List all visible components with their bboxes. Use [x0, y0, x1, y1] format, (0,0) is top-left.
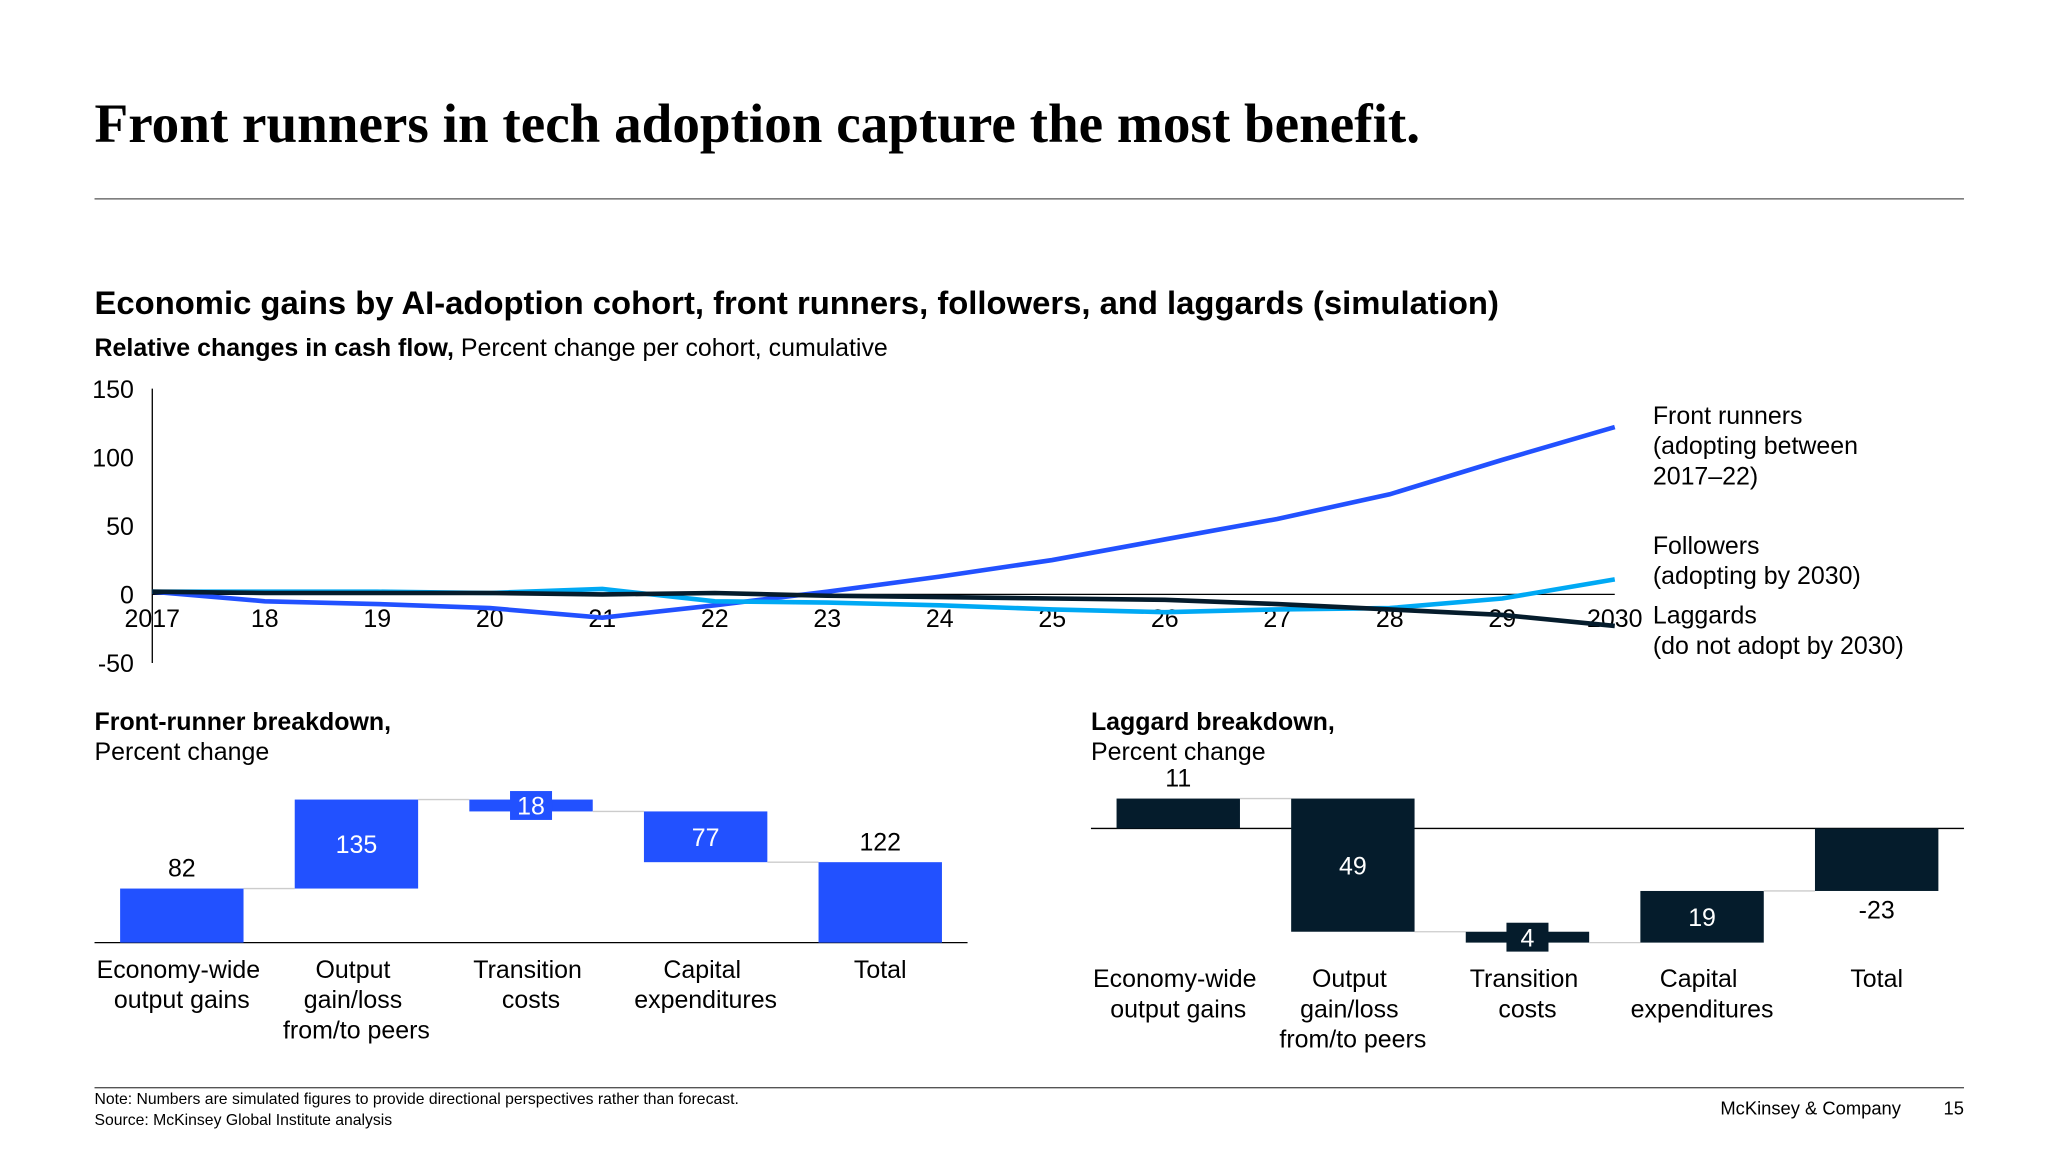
- footnote: Note: Numbers are simulated figures to p…: [95, 1091, 739, 1108]
- series-line: [152, 424, 1616, 620]
- category-label: Total: [1850, 965, 1903, 993]
- unit: Percent change per cohort, cumulative: [461, 334, 888, 362]
- bar: [1291, 798, 1415, 932]
- bar: [1814, 828, 1939, 891]
- value-label: 19: [1688, 904, 1716, 932]
- page-number: 15: [1944, 1098, 1964, 1119]
- source: Source: McKinsey Global Institute analys…: [95, 1112, 393, 1129]
- category-label: Output gain/loss from/to peers: [283, 956, 430, 1044]
- y-tick-label: 50: [106, 513, 134, 541]
- category-label: Transition costs: [473, 956, 589, 1014]
- subtitle-bold: Relative changes in cash flow,: [95, 334, 454, 362]
- x-tick-label: 18: [251, 605, 279, 633]
- chart-subtitle: Percent change: [95, 738, 270, 766]
- bar: [1116, 798, 1240, 829]
- y-tick-label: 150: [92, 376, 134, 404]
- value-label: 49: [1339, 852, 1367, 880]
- value-label: 18: [517, 793, 545, 821]
- chart-title: Front-runner breakdown,: [95, 708, 392, 736]
- bar: [643, 811, 768, 863]
- label-bg: [1506, 922, 1549, 952]
- bar: [294, 799, 419, 889]
- label-bg: [510, 791, 553, 820]
- x-tick-label: 22: [701, 605, 729, 633]
- bar: [1640, 890, 1764, 943]
- category-label: Capital expenditures: [634, 956, 777, 1014]
- category-label: Total: [854, 956, 907, 984]
- value-label: -23: [1859, 897, 1895, 925]
- slide-title: Front runners in tech adoption capture t…: [95, 93, 1421, 154]
- company: McKinsey & Company: [1720, 1098, 1901, 1119]
- series-label: Laggards (do not adopt by 2030): [1653, 602, 1904, 660]
- value-label: 82: [168, 855, 196, 883]
- chart-subtitle: Percent change: [1091, 738, 1266, 766]
- category-label: Transition costs: [1470, 965, 1586, 1023]
- x-tick-label: 24: [926, 605, 954, 633]
- chart-title: Laggard breakdown,: [1091, 708, 1335, 736]
- bar: [120, 888, 244, 943]
- x-tick-label: 23: [813, 605, 841, 633]
- chart-title: Economic gains by AI-adoption cohort, fr…: [95, 284, 1499, 321]
- series-line: [152, 589, 1615, 629]
- category-label: Economy-wide output gains: [1093, 965, 1263, 1023]
- y-tick-label: -50: [98, 650, 134, 678]
- category-label: Capital expenditures: [1631, 965, 1774, 1023]
- chart-subtitle: Relative changes in cash flow, Percent c…: [95, 334, 888, 362]
- x-tick-label: 2017: [125, 605, 180, 633]
- series-label: Front runners (adopting between 2017–22): [1653, 402, 1865, 490]
- series-label: Followers (adopting by 2030): [1653, 532, 1861, 590]
- bar: [818, 862, 942, 943]
- value-label: 11: [1165, 765, 1191, 793]
- y-tick-label: 0: [120, 582, 134, 610]
- value-label: 122: [859, 828, 901, 856]
- category-label: Output gain/loss from/to peers: [1279, 965, 1426, 1053]
- value-label: 135: [336, 831, 378, 859]
- x-tick-label: 19: [363, 605, 391, 633]
- value-label: 4: [1521, 924, 1535, 952]
- value-label: 77: [692, 824, 720, 852]
- y-tick-label: 100: [92, 444, 134, 472]
- category-label: Economy-wide output gains: [97, 956, 267, 1014]
- x-tick-label: 29: [1488, 605, 1516, 633]
- x-tick-label: 2030: [1587, 605, 1642, 633]
- x-tick-label: 26: [1151, 605, 1179, 633]
